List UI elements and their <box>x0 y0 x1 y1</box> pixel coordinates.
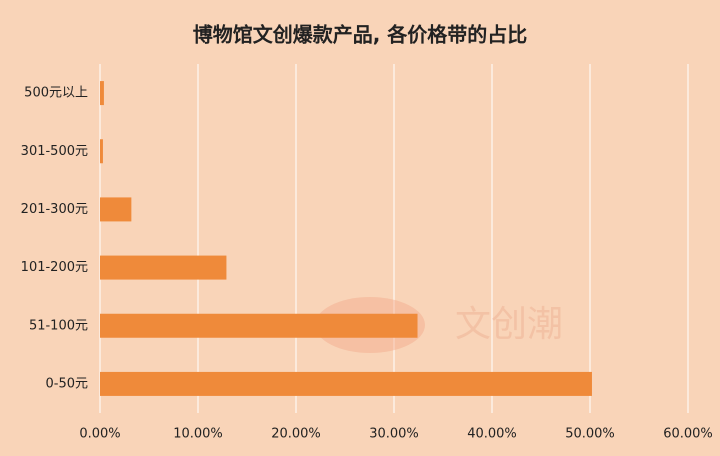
chart-title: 博物馆文创爆款产品, 各价格带的占比 <box>193 23 528 47</box>
y-tick-label: 500元以上 <box>24 86 88 101</box>
bar <box>100 197 132 222</box>
y-tick-label: 101-200元 <box>21 260 88 275</box>
x-tick-label: 30.00% <box>369 427 419 442</box>
x-tick-label: 50.00% <box>565 427 615 442</box>
y-tick-label: 301-500元 <box>21 144 88 159</box>
watermark: 文创潮 <box>455 304 563 345</box>
x-tick-label: 40.00% <box>467 427 517 442</box>
x-tick-label: 0.00% <box>79 427 120 442</box>
bar <box>100 81 104 106</box>
y-tick-label: 0-50元 <box>45 376 88 391</box>
y-tick-label: 51-100元 <box>29 318 88 333</box>
x-tick-label: 10.00% <box>173 427 223 442</box>
grid <box>99 64 689 413</box>
bar <box>100 255 227 280</box>
x-tick-label: 20.00% <box>271 427 321 442</box>
x-tick-label: 60.00% <box>663 427 713 442</box>
bar <box>100 139 103 164</box>
bar <box>100 371 592 396</box>
bar <box>100 313 418 338</box>
y-tick-label: 201-300元 <box>21 202 88 217</box>
